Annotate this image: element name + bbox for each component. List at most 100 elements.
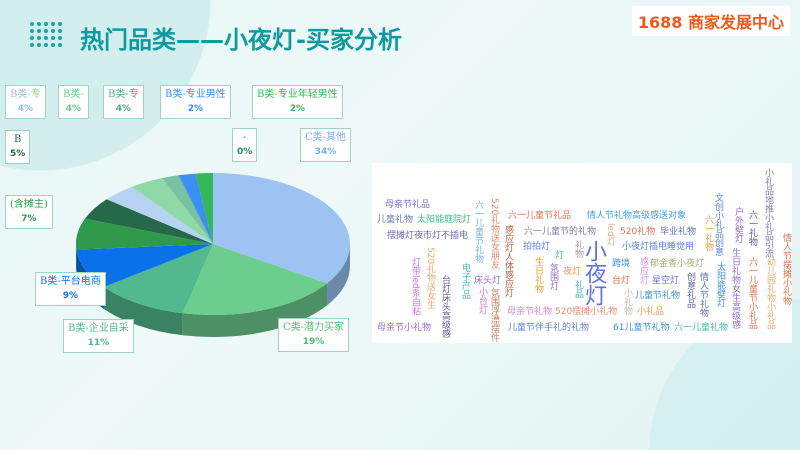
word-cloud-term: 520摆摊小礼物 <box>555 307 618 317</box>
pie-label-value: 2% <box>187 104 203 114</box>
word-cloud-term: 礼品 <box>573 280 583 298</box>
pie-data-label: B类-企业自采 11% <box>63 319 134 353</box>
pie-label-text: C类-其他 <box>305 132 347 143</box>
word-cloud-term: 小台灯 <box>477 287 487 314</box>
pie-data-label: (含摊主) 7% <box>5 195 53 229</box>
word-cloud-term: 母亲节小礼物 <box>377 323 432 333</box>
word-cloud-term: led灯 <box>605 223 615 246</box>
pie-label-text: B类-企业自采 <box>68 323 129 334</box>
pie-slice-side <box>103 286 183 336</box>
pie-data-label: B类-专 4% <box>5 85 46 119</box>
word-cloud-term: 灯带led条自粘 <box>410 257 420 316</box>
pie-slice <box>162 175 213 244</box>
word-cloud-term: 母亲节礼品 <box>385 200 431 210</box>
word-cloud-term: 氛围灯 <box>548 263 558 290</box>
word-cloud-term: 小夜灯插电睡觉用 <box>622 242 695 252</box>
pie-data-label: C类-潜力买家 19% <box>278 318 350 352</box>
word-cloud-term: 520礼物送女生 <box>425 247 435 310</box>
page-title: 热门品类——小夜灯-买家分析 <box>80 26 402 54</box>
word-cloud-term: 感应灯人体感应灯 <box>503 225 513 297</box>
word-cloud-term: 星空灯 <box>652 276 680 286</box>
word-cloud-term: 情人节礼物高级感送对象 <box>587 211 687 221</box>
pie-slice-side <box>327 244 350 306</box>
word-cloud-term: 灯 <box>555 251 565 261</box>
word-cloud-term: 520礼物送女朋友 <box>489 198 499 270</box>
pie-label-text: B类-专业男性 <box>165 89 226 100</box>
pie-slice <box>195 173 213 244</box>
pie-slice <box>75 218 213 250</box>
word-cloud-term: 六一礼物 <box>747 210 757 246</box>
word-cloud-term: 太阳能壁灯 <box>715 262 725 307</box>
pie-slice <box>182 244 328 315</box>
pie-label-text: B类-专业年轻男性 <box>257 89 338 100</box>
word-cloud-term: 摆摊灯夜市灯不插电 <box>387 231 469 241</box>
word-cloud-term: 小礼品 <box>637 307 665 317</box>
pie-label-text: C类-潜力买家 <box>283 322 345 333</box>
word-cloud-term: 床头灯 <box>474 276 502 286</box>
word-cloud-term: 儿童节伴手礼的礼物 <box>508 323 590 333</box>
pie-label-value: 7% <box>21 214 37 224</box>
word-cloud-term: 六一儿童节礼品 <box>508 211 572 221</box>
pie-label-value: 34% <box>314 147 337 157</box>
pie-data-label: C类-其他 34% <box>300 128 352 162</box>
word-cloud-term: 礼物 <box>573 240 583 258</box>
pie-slice <box>131 178 213 244</box>
pie-data-label: - 0% <box>232 128 258 162</box>
word-cloud-term: 六一儿童礼物 <box>674 323 729 333</box>
pie-label-text: B类-平台电商 <box>40 276 101 287</box>
pie-label-value: 4% <box>115 104 131 114</box>
word-cloud-term: 六一儿童节小礼品 <box>747 257 757 329</box>
word-cloud: 母亲节礼品 儿童礼物 太阳能庭院灯 摆摊灯夜市灯不插电 六一儿童节礼物 520礼物送女朋友… <box>372 163 792 343</box>
word-cloud-term: 毕业礼物 <box>660 227 697 237</box>
dots-icon <box>30 22 62 47</box>
word-cloud-term: 创意礼品 <box>685 272 695 308</box>
pie-label-text: B类-专 <box>108 89 139 100</box>
brand-logo: 1688 商家发展中心 <box>631 6 790 36</box>
word-cloud-term: 六一礼物 <box>703 215 713 251</box>
word-cloud-term: 520礼物 <box>620 227 656 237</box>
pie-data-label: B类-专 4% <box>103 85 144 119</box>
pie-label-text: B类- <box>63 89 84 100</box>
pie-label-value: 4% <box>65 104 81 114</box>
pie-slice <box>76 244 213 287</box>
word-cloud-term: 户外壁灯 <box>733 207 743 243</box>
word-cloud-term: 台灯 <box>612 276 631 286</box>
word-cloud-term: 感应灯 <box>638 257 648 284</box>
pie-slice <box>103 244 213 314</box>
pie-label-text: - <box>242 132 247 143</box>
pie-label-value: 5% <box>10 149 26 159</box>
pie-data-label: B类-专业男性 2% <box>160 85 231 119</box>
pie-label-value: 0% <box>237 147 253 157</box>
pie-data-label: B类-专业年轻男性 2% <box>252 85 343 119</box>
word-cloud-term: 氛围浮漂摆件 <box>489 288 499 342</box>
pie-label-value: 4% <box>17 104 33 114</box>
word-cloud-term: 小礼品地推小礼品引流 <box>763 168 773 258</box>
pie-label-text: B类-专 <box>10 89 41 100</box>
pie-data-label: B类- 4% <box>58 85 89 119</box>
word-cloud-term: 小礼物 <box>622 288 632 315</box>
word-cloud-term: 拍拍灯 <box>523 242 551 252</box>
word-cloud-term: 生日礼物 <box>533 257 543 293</box>
word-cloud-term: 幼儿园礼物小礼品 <box>765 257 775 329</box>
pie-label-value: 19% <box>302 337 325 347</box>
word-cloud-term: 母亲节礼物 <box>507 307 553 317</box>
word-cloud-term: 六一儿童节礼物 <box>473 200 483 263</box>
pie-label-text: B <box>13 134 22 145</box>
word-cloud-term: 小夜灯 <box>581 240 606 306</box>
word-cloud-term: 儿童节礼物 <box>635 291 681 301</box>
pie-data-label: B 5% <box>5 130 31 164</box>
pie-label-value: 2% <box>289 104 305 114</box>
word-cloud-term: 61儿童节礼物 <box>613 323 670 333</box>
word-cloud-term: 跨境 <box>612 259 631 269</box>
word-cloud-term: 郁金香小夜灯 <box>650 259 705 269</box>
word-cloud-term: 六一儿童节的礼物 <box>524 227 597 237</box>
word-cloud-term: 电子产品 <box>460 263 470 299</box>
word-cloud-term: 台灯床头高级感 <box>440 275 450 338</box>
pie-label-value: 9% <box>62 291 78 301</box>
pie-label-text: (含摊主) <box>10 199 48 210</box>
pie-slice <box>213 173 350 284</box>
word-cloud-term: 儿童礼物 <box>377 215 414 225</box>
pie-slice <box>85 199 213 244</box>
pie-data-label: B类-平台电商 9% <box>35 272 106 306</box>
